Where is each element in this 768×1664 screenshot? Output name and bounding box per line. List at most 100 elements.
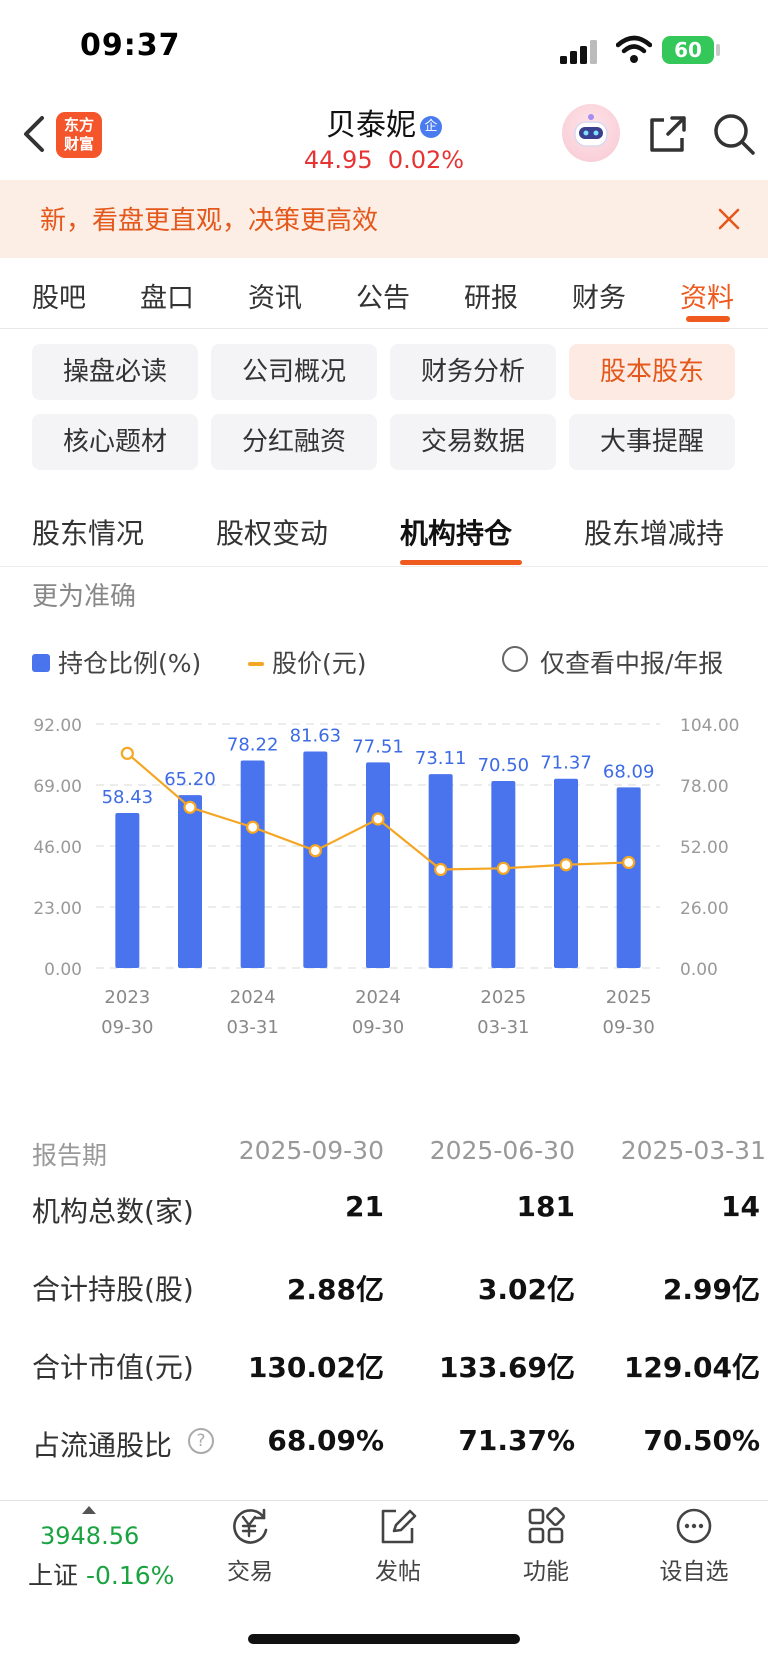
- search-icon[interactable]: [710, 110, 758, 158]
- subnav-core-themes[interactable]: 核心题材: [32, 414, 198, 470]
- stock-change: 0.02%: [387, 146, 465, 174]
- home-indicator: [248, 1634, 520, 1644]
- price-point: [120, 746, 134, 760]
- nav-post[interactable]: 发帖: [343, 1506, 453, 1586]
- index-value[interactable]: 3948.56: [40, 1522, 140, 1550]
- price-point: [434, 862, 448, 877]
- subnav-shareholders[interactable]: 股本股东: [569, 344, 735, 400]
- table-cell: 181: [516, 1190, 575, 1223]
- price-point: [308, 844, 322, 858]
- y-left-tick-label: 69.00: [33, 777, 82, 797]
- close-icon[interactable]: [716, 206, 742, 232]
- app-logo: 东方 财富: [56, 112, 102, 158]
- promo-banner[interactable]: [0, 180, 768, 258]
- y-right-tick-label: 78.00: [680, 777, 729, 797]
- legend-bar-label: 持仓比例(%): [58, 649, 202, 678]
- nav-functions-label: 功能: [523, 1559, 569, 1585]
- stock-name: 贝泰妮: [326, 108, 416, 143]
- cellular-signal-icon: [560, 40, 597, 64]
- segment-shareholder-status[interactable]: 股东情况: [32, 517, 145, 550]
- x-tick-date: 03-31: [477, 1017, 529, 1038]
- bar: [554, 778, 578, 968]
- subnav-company-overview[interactable]: 公司概况: [211, 344, 377, 400]
- tab-news[interactable]: 资讯: [248, 283, 302, 314]
- enterprise-badge: 企: [420, 115, 442, 138]
- subnav-events[interactable]: 大事提醒: [569, 414, 735, 470]
- report-only-radio[interactable]: [502, 646, 528, 672]
- index-change: -0.16%: [85, 1561, 175, 1590]
- nav-post-label: 发帖: [375, 1559, 421, 1585]
- x-tick-year: 2024: [355, 987, 401, 1008]
- bar-data-label: 68.09: [603, 761, 655, 782]
- segment-equity-changes[interactable]: 股权变动: [216, 517, 329, 550]
- tab-active-indicator: [686, 316, 730, 322]
- bar-data-label: 65.20: [164, 769, 216, 790]
- bar-data-label: 58.43: [102, 787, 154, 808]
- caret-up-icon[interactable]: [82, 1506, 96, 1514]
- y-left-tick-label: 92.00: [33, 716, 82, 736]
- y-left-tick-label: 46.00: [33, 838, 82, 858]
- x-tick-year: 2024: [230, 987, 276, 1008]
- bar-data-label: 77.51: [352, 736, 404, 757]
- stock-price: 44.95: [303, 146, 373, 174]
- logo-line-2: 财富: [63, 135, 94, 153]
- index-ticker[interactable]: 上证 -0.16%: [28, 1556, 174, 1592]
- tab-announcements[interactable]: 公告: [356, 283, 410, 314]
- table-header-col-2: 2025-06-30: [429, 1136, 575, 1165]
- subnav-trading-data[interactable]: 交易数据: [390, 414, 556, 470]
- segment-institutional-holdings[interactable]: 机构持仓: [400, 517, 513, 550]
- nav-add-watchlist[interactable]: 设自选: [639, 1506, 749, 1586]
- tab-finance[interactable]: 财务: [572, 283, 626, 314]
- back-icon[interactable]: [20, 114, 50, 154]
- holdings-chart: 0.00 23.00 46.00 69.00 92.00 0.00 26.00 52.00 78…: [33, 716, 739, 1038]
- x-tick-year: 2025: [606, 987, 652, 1008]
- table-cell: 2.99亿: [662, 1273, 760, 1306]
- bar: [616, 787, 641, 968]
- table-header-col-3: 2025-03-31: [620, 1136, 766, 1165]
- x-tick-year: 2023: [104, 987, 150, 1008]
- bar-data-label: 73.11: [415, 748, 467, 769]
- tab-pankou[interactable]: 盘口: [140, 283, 194, 314]
- x-tick-date: 09-30: [603, 1017, 655, 1038]
- report-only-label[interactable]: 仅查看中报/年报: [540, 649, 724, 678]
- stock-price-line: 44.95 0.02%: [0, 146, 768, 174]
- tab-profile[interactable]: 资料: [680, 283, 734, 314]
- table-cell: 3.02亿: [477, 1273, 575, 1306]
- bar: [303, 751, 328, 968]
- help-icon[interactable]: ?: [188, 1428, 214, 1454]
- subnav-trading-must-read[interactable]: 操盘必读: [32, 344, 198, 400]
- table-cell: 2.88亿: [286, 1273, 384, 1306]
- bar-data-label: 78.22: [227, 735, 279, 756]
- share-icon[interactable]: [644, 112, 690, 158]
- x-tick-date: 03-31: [227, 1017, 279, 1038]
- nav-functions[interactable]: 功能: [491, 1506, 601, 1586]
- price-point: [622, 855, 636, 870]
- tab-guba[interactable]: 股吧: [32, 283, 86, 314]
- battery-icon: 60: [662, 36, 714, 64]
- bar-data-label: 71.37: [540, 753, 592, 774]
- wifi-icon: [616, 35, 652, 63]
- segment-active-indicator: [400, 560, 522, 565]
- y-right-tick-label: 104.00: [680, 716, 739, 736]
- subnav-financial-analysis[interactable]: 财务分析: [390, 344, 556, 400]
- x-tick-date: 09-30: [101, 1017, 153, 1038]
- note-text: 更为准确: [32, 582, 137, 612]
- table-cell: 70.50%: [643, 1424, 760, 1457]
- nav-trade[interactable]: 交易: [195, 1506, 305, 1586]
- promo-banner-text: 新，看盘更直观，决策更高效: [40, 206, 379, 236]
- yen-refresh-icon: [233, 1508, 268, 1544]
- price-point: [183, 800, 197, 814]
- row-label-total-shares: 合计持股(股): [32, 1273, 194, 1306]
- stock-title-area: 贝泰妮企: [0, 100, 768, 144]
- price-point: [559, 858, 573, 872]
- bar: [115, 813, 140, 968]
- ai-assistant-avatar[interactable]: [562, 104, 620, 162]
- segment-holding-changes[interactable]: 股东增减持: [584, 517, 725, 550]
- table-cell: 133.69亿: [438, 1351, 575, 1384]
- grid-icon: [528, 1507, 565, 1544]
- index-name: 上证: [28, 1561, 79, 1590]
- table-cell: 14: [721, 1190, 760, 1223]
- y-right-tick-label: 26.00: [680, 899, 729, 919]
- tab-research[interactable]: 研报: [464, 283, 518, 314]
- subnav-dividends[interactable]: 分红融资: [211, 414, 377, 470]
